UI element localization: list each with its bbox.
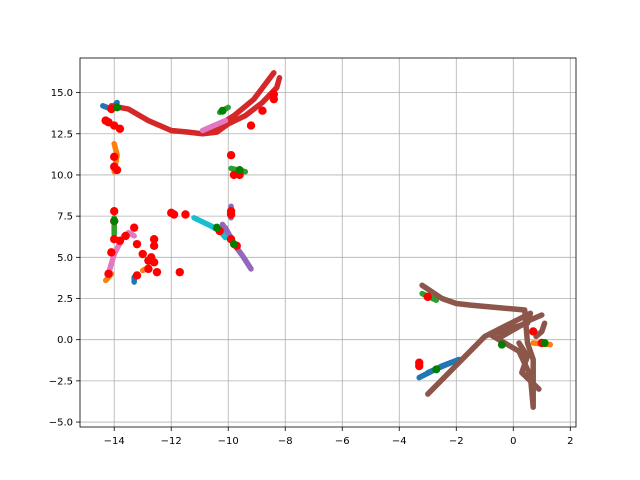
- red-marker: [138, 249, 147, 259]
- x-tick-label: −10: [218, 436, 239, 447]
- green-marker: [432, 365, 441, 374]
- green-marker: [229, 240, 238, 249]
- y-tick-label: 2.5: [57, 294, 73, 305]
- red-marker: [110, 207, 119, 216]
- red-marker: [149, 258, 159, 267]
- red-marker: [226, 150, 236, 160]
- x-tick-label: −12: [161, 436, 182, 447]
- red-marker: [104, 269, 113, 278]
- red-marker: [144, 264, 153, 274]
- red-marker: [423, 292, 432, 302]
- red-marker: [246, 121, 256, 130]
- red-marker: [112, 165, 122, 175]
- red-marker: [132, 271, 142, 280]
- red-marker: [181, 210, 190, 219]
- x-tick-label: −8: [278, 436, 293, 447]
- x-tick-label: 2: [567, 436, 573, 447]
- y-tick-label: 0.0: [57, 335, 73, 346]
- x-tick-label: 0: [510, 436, 516, 447]
- green-marker: [110, 217, 119, 226]
- red-marker: [121, 231, 130, 241]
- x-tick-label: −4: [392, 436, 407, 447]
- green-marker: [212, 223, 221, 232]
- red-marker: [529, 327, 538, 336]
- y-tick-label: 10.0: [51, 170, 73, 181]
- series-path-brown: [496, 312, 545, 341]
- series-path-pink: [199, 117, 229, 134]
- red-marker: [132, 239, 142, 249]
- green-marker: [497, 340, 506, 349]
- x-tick-label: −6: [335, 436, 350, 447]
- green-marker: [235, 166, 244, 175]
- grid-lines: [80, 58, 576, 427]
- green-marker: [540, 338, 549, 347]
- red-marker: [175, 267, 184, 277]
- x-tick-label: −2: [449, 436, 464, 447]
- red-marker: [107, 248, 116, 257]
- x-tick-label: −14: [104, 436, 125, 447]
- y-tick-label: −2.5: [49, 376, 73, 387]
- marker-layer: [101, 90, 549, 374]
- red-marker: [415, 361, 424, 371]
- y-axis: −5.0 −2.5 0.0 2.5 5.0 7.5 10.0 12.5 15.0: [49, 88, 80, 429]
- red-marker: [110, 152, 119, 162]
- series-path-brown: [533, 320, 548, 340]
- series-path-brown: [516, 340, 542, 392]
- axes-frame: [79, 57, 577, 428]
- y-tick-label: 5.0: [57, 253, 73, 264]
- y-tick-label: 15.0: [51, 88, 73, 99]
- x-axis: −14 −12 −10 −8 −6 −4 −2 0 2: [104, 427, 573, 447]
- green-marker: [218, 106, 227, 115]
- red-marker: [115, 124, 125, 134]
- red-marker: [226, 210, 236, 219]
- red-marker: [149, 235, 159, 244]
- red-marker: [152, 267, 162, 277]
- red-marker: [258, 106, 267, 115]
- y-tick-label: −5.0: [49, 418, 73, 429]
- y-tick-label: 7.5: [57, 212, 73, 223]
- y-tick-label: 12.5: [51, 129, 73, 140]
- red-marker: [115, 236, 125, 246]
- red-marker: [149, 241, 159, 250]
- red-marker: [269, 90, 279, 99]
- green-marker: [113, 103, 122, 112]
- red-marker: [129, 223, 139, 232]
- red-marker: [169, 210, 179, 219]
